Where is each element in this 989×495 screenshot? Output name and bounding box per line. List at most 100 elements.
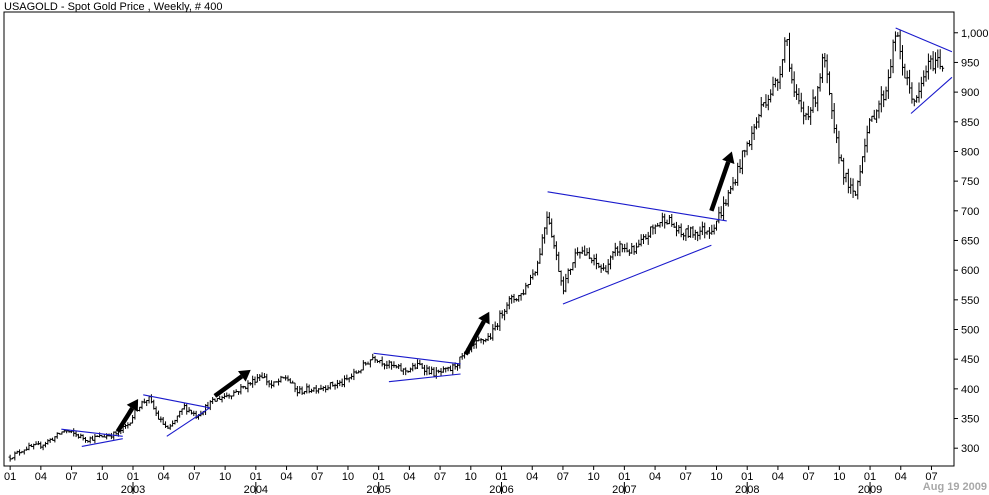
price-bar (152, 399, 156, 410)
x-tick-label: 04 (280, 471, 292, 483)
price-bar (486, 333, 490, 342)
price-bar (293, 382, 297, 393)
price-bar (773, 77, 777, 88)
price-bar (251, 375, 255, 388)
y-tick-label: 750 (961, 176, 979, 188)
y-tick-label: 600 (961, 265, 979, 277)
price-bar (430, 366, 434, 375)
price-bar (830, 92, 834, 120)
price-bar (898, 29, 902, 60)
price-bar (373, 355, 377, 363)
price-bar (740, 150, 744, 175)
price-bar (502, 308, 507, 321)
price-bar (79, 433, 83, 439)
price-bar (842, 157, 846, 185)
price-bar (677, 224, 681, 234)
price-bar (696, 231, 700, 242)
x-tick-label: 07 (434, 471, 446, 483)
y-tick-label: 700 (961, 206, 979, 218)
year-label: 2003 (121, 484, 145, 495)
x-tick-label: 07 (65, 471, 77, 483)
y-tick-label: 800 (961, 146, 979, 158)
trendline (562, 244, 712, 305)
price-bar (500, 310, 504, 319)
price-bar (552, 234, 556, 249)
price-bars (8, 29, 945, 462)
trendline (895, 27, 953, 53)
price-bar (265, 373, 269, 386)
price-bar (225, 392, 229, 398)
price-bar (616, 246, 620, 256)
price-bar (340, 378, 344, 388)
price-bar (338, 380, 342, 387)
price-bar (481, 339, 486, 345)
price-bar (211, 397, 215, 404)
price-bar (488, 333, 493, 340)
price-bar (691, 225, 695, 238)
price-bar (926, 53, 931, 80)
price-bar (253, 376, 257, 386)
x-tick-label: 04 (526, 471, 538, 483)
x-tick-label: 04 (403, 471, 415, 483)
price-bar (778, 66, 782, 90)
price-bar (81, 434, 85, 441)
price-bar (882, 90, 886, 108)
price-bar (797, 88, 801, 105)
price-bar (126, 422, 130, 429)
price-bar (703, 222, 707, 239)
price-bar (538, 248, 542, 264)
price-bar (606, 259, 610, 275)
price-bar (295, 385, 299, 397)
price-bar (731, 176, 735, 191)
x-tick-label: 10 (588, 471, 600, 483)
x-tick-label: 10 (342, 471, 354, 483)
price-bar (660, 212, 664, 227)
price-bar (681, 232, 686, 241)
x-tick-label: 01 (127, 471, 139, 483)
price-bar (371, 353, 375, 361)
price-bar (618, 240, 622, 257)
x-tick-label: 07 (803, 471, 815, 483)
price-bar (860, 156, 865, 174)
x-tick-label: 01 (373, 471, 385, 483)
price-bar (639, 234, 643, 247)
price-bar (910, 82, 914, 104)
price-bar (802, 101, 806, 125)
price-bar (776, 78, 780, 91)
price-bar (679, 223, 683, 238)
price-bar (510, 294, 514, 304)
price-bar (380, 356, 384, 367)
price-bar (886, 69, 890, 99)
x-tick-label: 07 (557, 471, 569, 483)
price-bar (604, 265, 608, 273)
price-bar (175, 415, 179, 423)
price-bar (792, 71, 796, 97)
price-bar (521, 289, 526, 296)
price-bar (314, 385, 318, 394)
price-bar (919, 76, 923, 99)
y-tick-label: 450 (961, 354, 979, 366)
price-bar (328, 382, 332, 390)
x-tick-label: 01 (618, 471, 630, 483)
price-bar (613, 242, 617, 257)
x-tick-label: 07 (188, 471, 200, 483)
price-bar (915, 95, 919, 103)
price-bar (76, 433, 81, 439)
trendline (373, 352, 461, 365)
price-bar (156, 410, 161, 420)
price-bar (651, 224, 655, 235)
x-tick-label: 07 (925, 471, 937, 483)
y-tick-label: 300 (961, 443, 979, 455)
price-bar (594, 253, 599, 270)
price-bar (771, 76, 775, 97)
price-bar (526, 283, 530, 289)
price-bar (286, 375, 290, 382)
y-tick-label: 1,000 (961, 28, 989, 40)
trend-arrow (463, 311, 490, 356)
price-bar (571, 262, 575, 271)
price-bar (693, 229, 697, 240)
x-tick-label: 10 (219, 471, 231, 483)
price-bar (872, 109, 876, 120)
plot-frame (3, 11, 955, 467)
price-bar (109, 432, 113, 440)
